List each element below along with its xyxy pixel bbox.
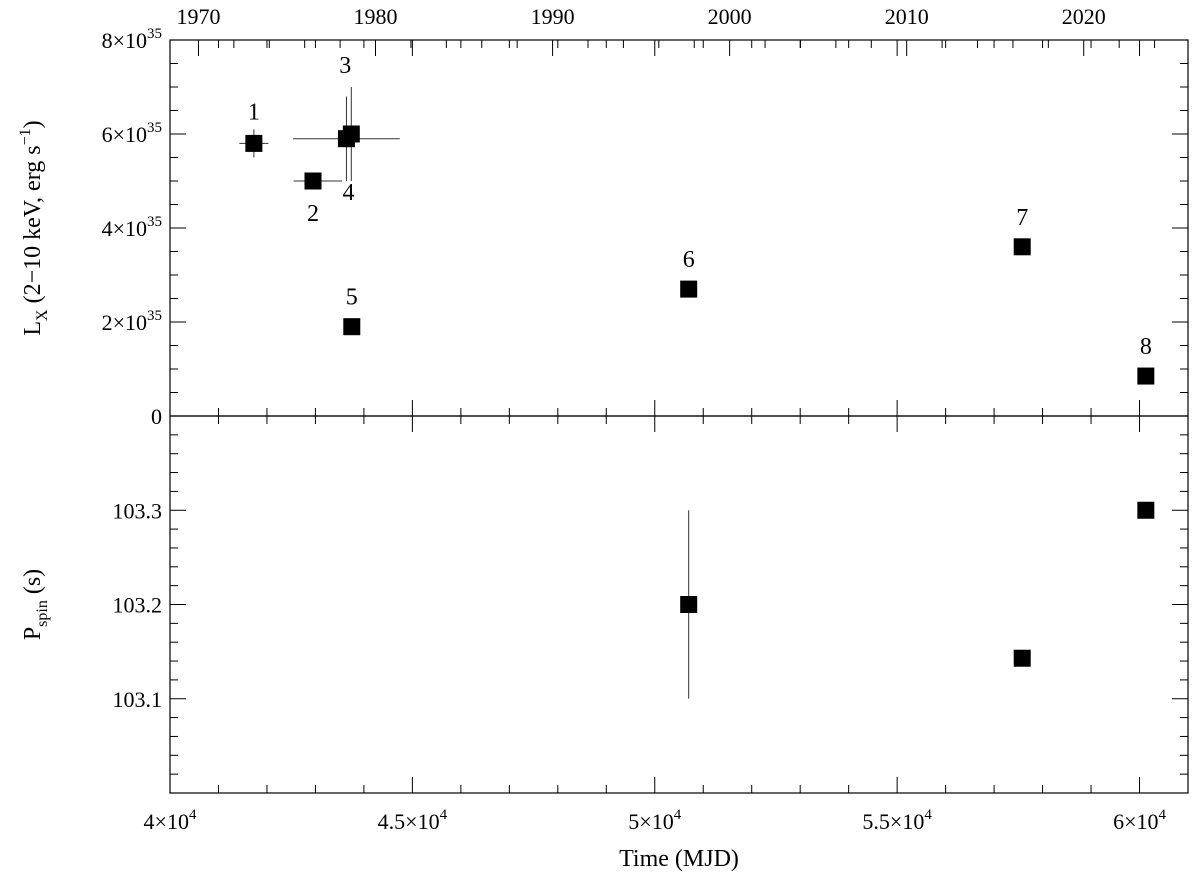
y-tick-mantissa: 2×10: [102, 310, 147, 335]
data-point: [680, 596, 698, 613]
point-label-5: 5: [346, 285, 358, 311]
data-point: [1137, 367, 1155, 385]
y-tick-mantissa: 6×10: [102, 122, 147, 147]
x-tick-mantissa: 5×10: [628, 809, 673, 834]
x-tick-label: 4.5×104: [378, 807, 448, 834]
year-tick-label: 1990: [531, 4, 575, 29]
y-axis-title-spin: Pspin (s): [20, 569, 51, 640]
data-point: [1013, 238, 1031, 256]
x-tick-exponent: 4: [674, 807, 682, 823]
year-tick-label: 2000: [708, 4, 752, 29]
y-tick-mantissa: 8×10: [102, 28, 147, 53]
data-point: [680, 280, 698, 298]
y-tick-label: 4×1035: [102, 214, 162, 241]
y-tick-mantissa: 4×10: [102, 216, 147, 241]
data-point: [1013, 649, 1031, 667]
y-tick-label: 6×1035: [102, 120, 162, 147]
y-tick-exponent: 35: [147, 120, 162, 136]
y-title-top-sub: X: [34, 309, 51, 321]
x-tick-label: 5.5×104: [862, 807, 932, 834]
data-point: [245, 134, 263, 152]
x-tick-mantissa: 6×10: [1113, 809, 1158, 834]
y-tick-label: 8×1035: [102, 26, 162, 53]
year-tick-label: 1980: [353, 4, 397, 29]
x-tick-mantissa: 4.5×10: [378, 809, 440, 834]
y-tick-exponent: 35: [147, 214, 162, 230]
y-tick-label: 2×1035: [102, 308, 162, 335]
y-title-bottom-main: P: [20, 627, 46, 640]
data-point: [1137, 501, 1155, 519]
y-title-bottom-mid: (s): [20, 569, 46, 600]
x-tick-exponent: 4: [189, 807, 197, 823]
x-tick-exponent: 4: [1158, 807, 1166, 823]
y-tick-label: 103.2: [113, 593, 163, 618]
point-label-6: 6: [683, 247, 695, 273]
x-tick-label: 5×104: [628, 807, 681, 834]
y-title-bottom-sub: spin: [34, 600, 51, 627]
point-label-2: 2: [307, 201, 319, 227]
y-title-top-main: L: [20, 321, 46, 336]
x-tick-label: 4×104: [144, 807, 197, 834]
y-axis-title-luminosity: LX (2−10 keV, erg s−1): [17, 120, 51, 335]
point-label-4: 4: [342, 180, 354, 206]
x-axis-title: Time (MJD): [619, 846, 739, 872]
y-title-top-mid: (2−10 keV, erg s: [20, 145, 46, 309]
point-labels: 1 2 3 4 5 6 7 8: [248, 53, 1152, 360]
data-point: [304, 172, 322, 190]
y-title-top-sup: −1: [17, 128, 34, 145]
point-label-8: 8: [1140, 334, 1152, 360]
x-tick-exponent: 4: [924, 807, 932, 823]
data-point: [337, 130, 355, 148]
y-tick-label: 0: [151, 404, 162, 429]
data-markers: [245, 125, 1155, 667]
x-tick-mantissa: 5.5×10: [862, 809, 924, 834]
point-label-3: 3: [339, 53, 351, 79]
y-tick-exponent: 35: [147, 308, 162, 324]
x-tick-label: 6×104: [1113, 807, 1166, 834]
x-tick-exponent: 4: [440, 807, 448, 823]
x-tick-mantissa: 4×10: [144, 809, 189, 834]
y-tick-label: 103.1: [113, 687, 163, 712]
y-tick-exponent: 35: [147, 26, 162, 42]
point-label-1: 1: [248, 99, 260, 125]
year-tick-label: 2010: [885, 4, 929, 29]
y-title-top-end: ): [20, 120, 46, 128]
point-label-7: 7: [1016, 205, 1028, 231]
data-point: [343, 318, 361, 336]
year-tick-label: 2020: [1062, 4, 1106, 29]
tick-marks: [169, 39, 1189, 794]
y-tick-label: 103.3: [113, 498, 163, 523]
year-tick-label: 1970: [176, 4, 220, 29]
